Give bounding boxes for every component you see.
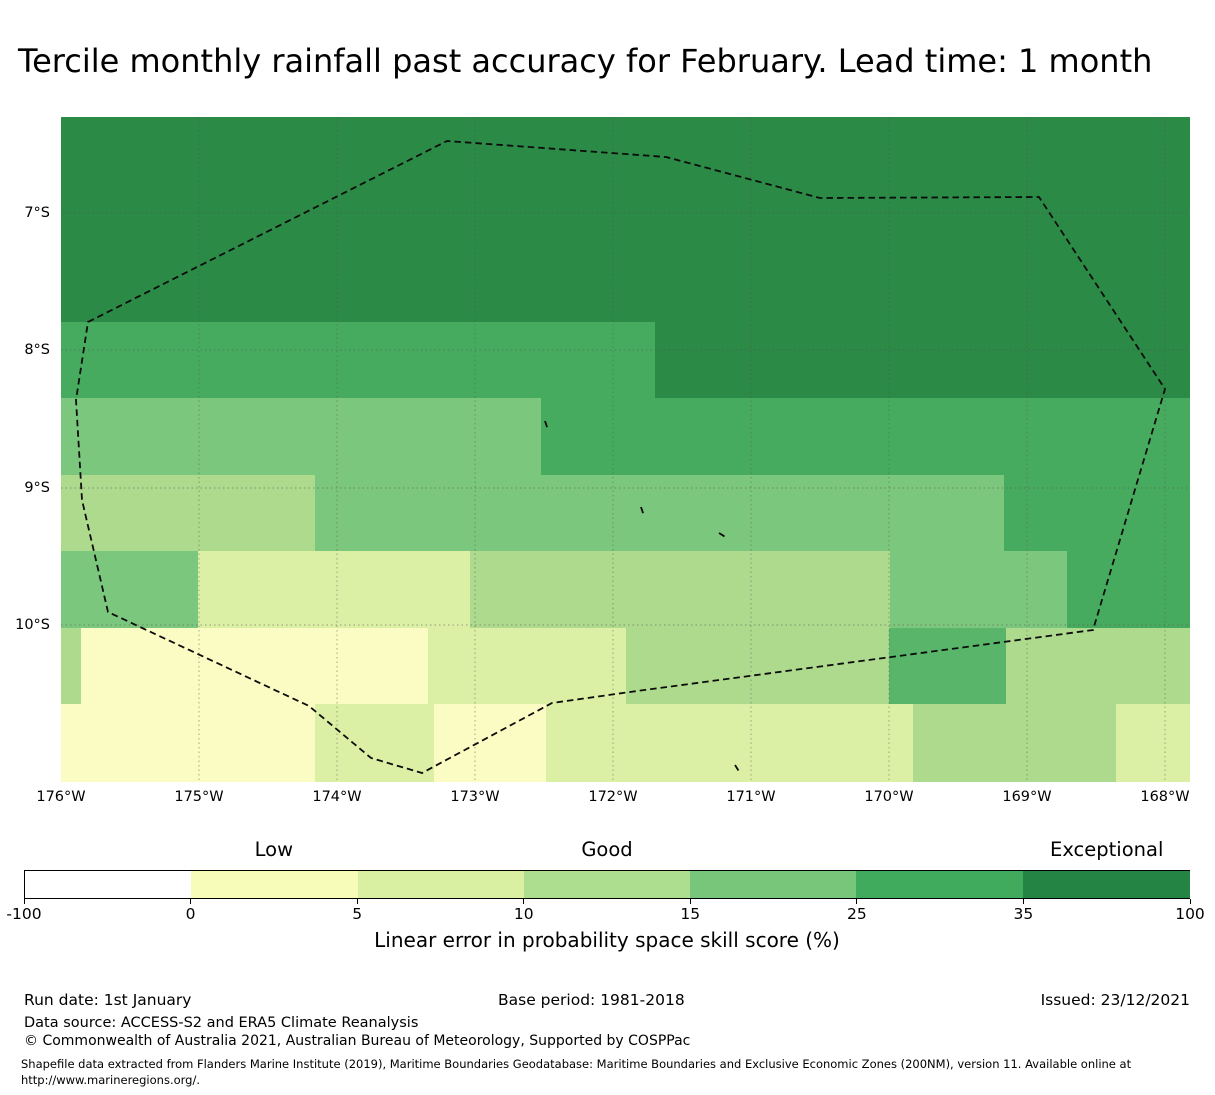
colorbar (24, 870, 1190, 899)
map-cell (541, 398, 1190, 475)
colorbar-segment (25, 871, 192, 898)
colorbar-category-label: Low (254, 838, 294, 861)
x-axis-tick-label: 168°W (1140, 789, 1190, 805)
map-cell (61, 628, 81, 704)
island-eez-fragment (734, 764, 741, 774)
map-cell (61, 322, 655, 398)
x-axis-tick-label: 170°W (864, 789, 914, 805)
x-axis-tick-label: 174°W (312, 789, 362, 805)
colorbar-tick (1189, 899, 1191, 904)
footer-shapefile-credit: Shapefile data extracted from Flanders M… (21, 1057, 1132, 1071)
map-cell (428, 628, 626, 704)
island-eez-fragment (718, 532, 728, 539)
x-axis-tick-label: 175°W (174, 789, 224, 805)
map-cell (61, 704, 315, 782)
map-cell (315, 704, 434, 782)
map-cell (81, 628, 428, 704)
colorbar-segment (856, 871, 1024, 898)
footer-shapefile-url: http://www.marineregions.org/. (21, 1073, 200, 1087)
colorbar-tick (23, 899, 25, 904)
colorbar-tick-label: 25 (846, 905, 867, 923)
footer-data-source: Data source: ACCESS-S2 and ERA5 Climate … (24, 1015, 419, 1031)
colorbar-segment (1022, 871, 1190, 898)
island-eez-fragment (640, 506, 645, 517)
colorbar-tick-label: -100 (6, 905, 42, 923)
y-axis-tick-label: 9°S (24, 480, 50, 496)
colorbar-tick-label: 10 (513, 905, 534, 923)
map-overlay (61, 117, 1190, 782)
map-cell (1116, 704, 1190, 782)
y-axis-tick-label: 10°S (15, 617, 50, 633)
map-cell (198, 551, 470, 628)
colorbar-tick-label: 0 (185, 905, 196, 923)
colorbar-segment (191, 871, 359, 898)
map-cell (61, 117, 1190, 322)
colorbar-tick-label: 5 (352, 905, 363, 923)
map-cell (434, 704, 546, 782)
colorbar-tick-label: 100 (1175, 905, 1205, 923)
footer-base-period: Base period: 1981-2018 (498, 991, 685, 1009)
chart-title: Tercile monthly rainfall past accuracy f… (18, 42, 1153, 80)
footer-run-date: Run date: 1st January (24, 991, 192, 1009)
map-cell (1006, 628, 1190, 704)
island-eez-fragment (544, 420, 549, 431)
colorbar-axis-label: Linear error in probability space skill … (374, 928, 840, 952)
x-axis-tick-label: 176°W (36, 789, 86, 805)
y-axis-tick-label: 7°S (24, 205, 50, 221)
colorbar-tick (1022, 899, 1024, 904)
y-axis-tick-label: 8°S (24, 342, 50, 358)
colorbar-tick (356, 899, 358, 904)
colorbar-segment (523, 871, 691, 898)
map-plot (61, 117, 1190, 782)
colorbar-tick-label: 35 (1013, 905, 1034, 923)
map-cell (61, 398, 541, 475)
colorbar-category-label: Good (581, 838, 633, 861)
map-cell (546, 704, 913, 782)
colorbar-segment (357, 871, 525, 898)
map-cell (655, 322, 1190, 398)
colorbar-segment (690, 871, 858, 898)
x-axis-tick-label: 173°W (450, 789, 500, 805)
colorbar-tick-label: 15 (680, 905, 701, 923)
map-cell (1067, 551, 1190, 628)
x-axis-tick-label: 172°W (588, 789, 638, 805)
x-axis-tick-label: 169°W (1002, 789, 1052, 805)
eez-boundary-line (75, 140, 1166, 774)
footer-copyright: © Commonwealth of Australia 2021, Austra… (24, 1033, 691, 1049)
map-cell (470, 551, 890, 628)
colorbar-tick (523, 899, 525, 904)
map-cell (61, 551, 198, 628)
colorbar-tick (190, 899, 192, 904)
map-cell (889, 628, 1006, 704)
colorbar-tick (856, 899, 858, 904)
map-cell (913, 704, 1116, 782)
map-cell (626, 628, 889, 704)
colorbar-category-label: Exceptional (1050, 838, 1164, 861)
map-cell (890, 551, 1067, 628)
footer-issued-date: Issued: 23/12/2021 (1040, 991, 1190, 1009)
colorbar-tick (689, 899, 691, 904)
x-axis-tick-label: 171°W (726, 789, 776, 805)
